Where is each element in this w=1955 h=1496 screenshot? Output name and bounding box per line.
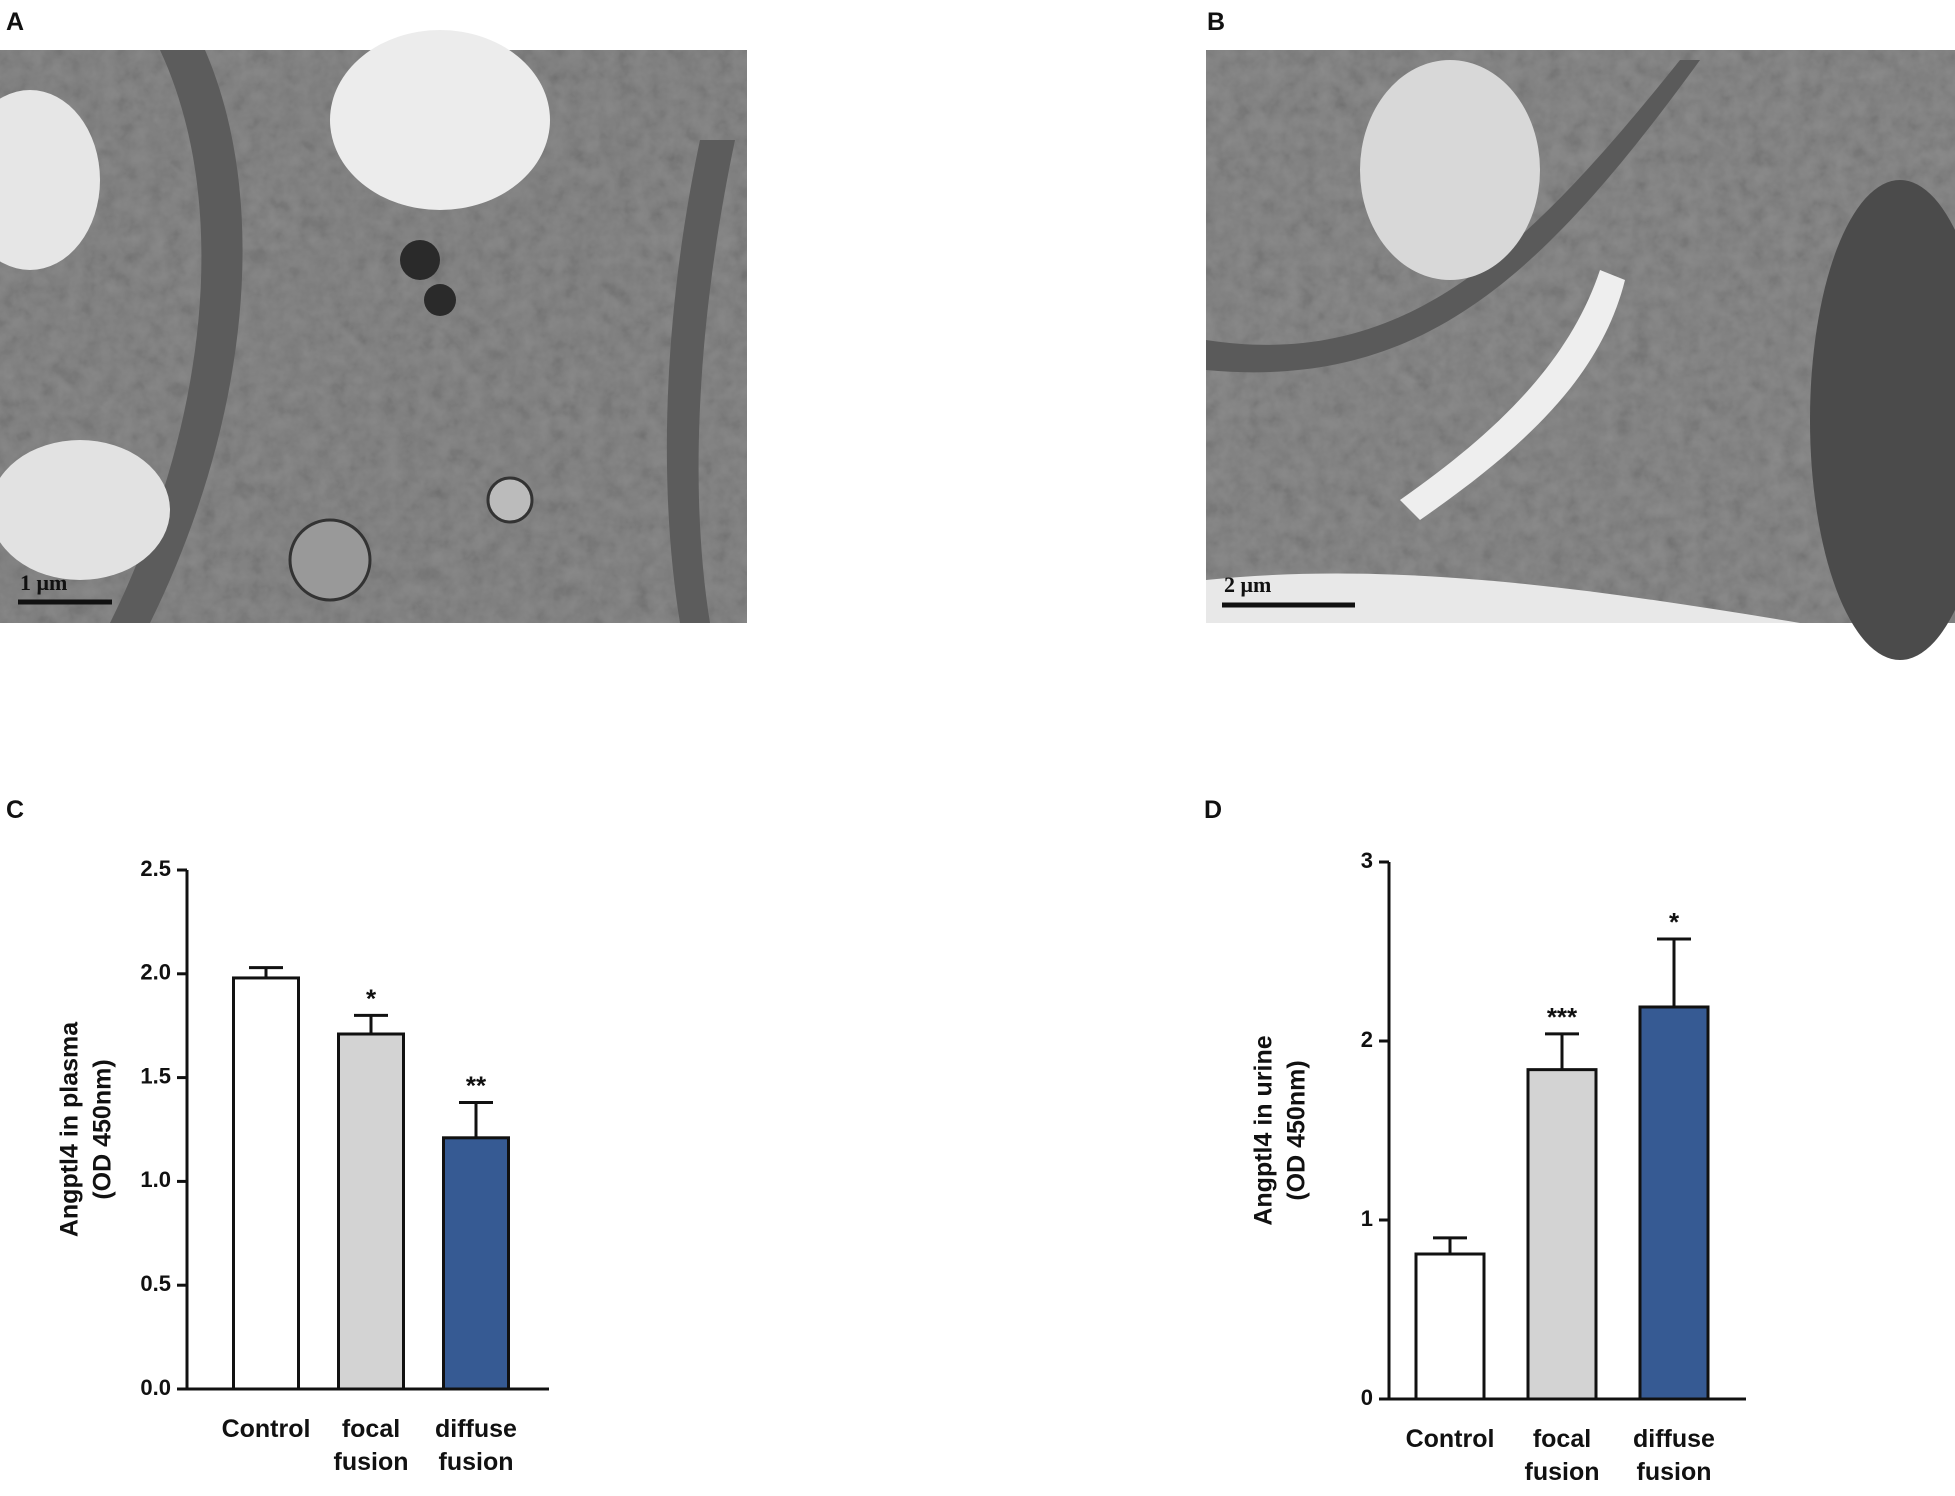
y-tick-label: 3 [1361,848,1373,873]
x-tick-label: fusion [439,1448,514,1476]
scale-bar-label: 1 μm [20,570,67,595]
bar [337,1032,405,1391]
x-tick-label: focal [1533,1425,1591,1453]
x-tick-label: fusion [334,1448,409,1476]
x-tick-label: diffuse [1633,1425,1715,1453]
x-tick-label: fusion [1637,1458,1712,1486]
x-tick-label: Control [1406,1425,1495,1453]
significance-label: *** [1547,1002,1578,1032]
y-tick-label: 1.5 [140,1063,171,1088]
y-axis-label: Angptl4 in urine [1250,1035,1278,1225]
bar [442,1136,510,1391]
panel-label: D [1204,796,1222,824]
panel-label: B [1207,8,1225,36]
y-tick-label: 2.5 [140,856,171,881]
y-axis-label: (OD 450nm) [89,1059,117,1199]
micrograph-b: 2 μm [1206,50,1955,660]
bar [1638,1005,1710,1401]
significance-label: * [366,983,377,1013]
bar [1526,1068,1598,1401]
bar [1414,1252,1486,1401]
y-tick-label: 0.0 [140,1375,171,1400]
x-tick-label: focal [342,1415,400,1443]
panel-label: A [6,8,24,36]
y-tick-label: 1 [1361,1206,1373,1231]
micrograph-a: 1 μm [0,30,747,623]
significance-label: ** [466,1071,487,1101]
x-tick-label: fusion [1525,1458,1600,1486]
y-axis-label: (OD 450nm) [1283,1060,1311,1200]
y-tick-label: 0 [1361,1385,1373,1410]
y-tick-label: 2.0 [140,960,171,985]
y-tick-label: 0.5 [140,1271,171,1296]
scale-bar-label: 2 μm [1224,572,1271,597]
y-tick-label: 2 [1361,1027,1373,1052]
significance-label: * [1669,907,1680,937]
x-tick-label: diffuse [435,1415,517,1443]
panel-label: C [6,796,24,824]
y-axis-label: Angptl4 in plasma [56,1021,84,1237]
bar [232,976,300,1391]
y-tick-label: 1.0 [140,1167,171,1192]
x-tick-label: Control [222,1415,311,1443]
